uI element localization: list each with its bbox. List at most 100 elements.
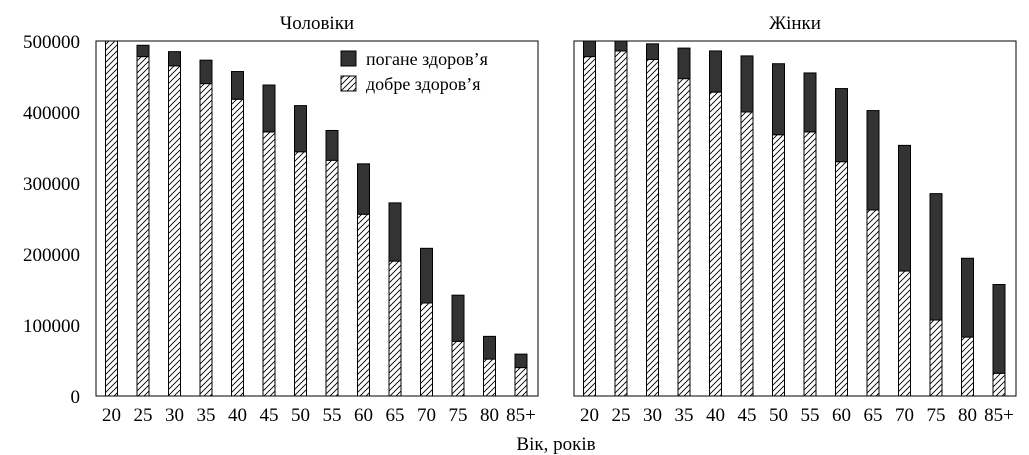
x-tick-label: 60 bbox=[832, 405, 851, 426]
bar-good-health bbox=[199, 83, 213, 397]
plot-frame-men bbox=[95, 40, 539, 397]
bar-poor-health bbox=[262, 84, 276, 133]
x-tick-label: 30 bbox=[643, 405, 662, 426]
bar-poor-health bbox=[898, 144, 911, 272]
x-tick-label: 80 bbox=[958, 405, 977, 426]
legend-label-poor: погане здоров’я bbox=[366, 49, 488, 69]
x-axis-men: 20 25 30 35 40 45 50 55 60 65 70 75 80 85+ bbox=[102, 405, 536, 426]
x-tick-label: 85+ bbox=[506, 405, 536, 426]
bar-good-health bbox=[866, 209, 880, 397]
bar-poor-health bbox=[583, 40, 596, 58]
bar-poor-health bbox=[388, 202, 402, 262]
y-tick-label: 300000 bbox=[23, 174, 80, 195]
x-tick-label: 75 bbox=[927, 405, 946, 426]
bar-good-health bbox=[451, 340, 465, 397]
x-axis-label: Вік, років bbox=[516, 434, 595, 455]
panel-men: Чоловіки 0 100000 200000 300000 400000 500000… bbox=[23, 13, 539, 426]
bar-good-health bbox=[835, 161, 848, 397]
bar-poor-health bbox=[866, 110, 880, 211]
y-axis-men: 0 100000 200000 300000 400000 500000 bbox=[23, 32, 80, 408]
bar-good-health bbox=[961, 336, 974, 397]
bar-good-health bbox=[992, 372, 1006, 397]
y-tick-label: 0 bbox=[71, 387, 81, 408]
bar-good-health bbox=[168, 65, 181, 397]
bar-poor-health bbox=[929, 193, 943, 321]
x-tick-label: 35 bbox=[197, 405, 216, 426]
x-tick-label: 35 bbox=[675, 405, 694, 426]
x-axis-women: 20 25 30 35 40 45 50 55 60 65 70 75 80 85+ bbox=[580, 405, 1014, 426]
bar-good-health bbox=[105, 40, 118, 397]
bar-good-health bbox=[294, 151, 307, 397]
bar-good-health bbox=[420, 302, 433, 397]
x-tick-label: 80 bbox=[480, 405, 499, 426]
bar-poor-health bbox=[199, 59, 213, 85]
bar-good-health bbox=[583, 56, 596, 397]
bar-poor-health bbox=[961, 257, 974, 338]
bar-good-health bbox=[772, 134, 785, 397]
panel-title-women: Жінки bbox=[769, 13, 821, 34]
bar-poor-health bbox=[325, 129, 339, 161]
bar-good-health bbox=[646, 58, 659, 397]
bar-good-health bbox=[803, 131, 817, 397]
x-tick-label: 65 bbox=[864, 405, 883, 426]
bar-poor-health bbox=[357, 163, 370, 215]
y-tick-label: 200000 bbox=[23, 245, 80, 266]
bar-good-health bbox=[929, 319, 943, 397]
x-tick-label: 40 bbox=[228, 405, 247, 426]
x-tick-label: 30 bbox=[165, 405, 184, 426]
x-tick-label: 55 bbox=[323, 405, 342, 426]
legend: погане здоров’я добре здоров’я bbox=[340, 49, 488, 94]
y-tick-label: 400000 bbox=[23, 103, 80, 124]
x-tick-label: 45 bbox=[260, 405, 279, 426]
bar-good-health bbox=[325, 159, 339, 397]
bar-poor-health bbox=[514, 353, 528, 369]
bar-poor-health bbox=[835, 88, 848, 163]
bar-poor-health bbox=[294, 105, 307, 153]
bar-good-health bbox=[614, 50, 628, 397]
y-tick-label: 100000 bbox=[23, 316, 80, 337]
bar-poor-health bbox=[740, 55, 754, 113]
x-tick-label: 25 bbox=[134, 405, 153, 426]
bar-poor-health bbox=[614, 40, 628, 52]
panel-title-men: Чоловіки bbox=[280, 13, 354, 34]
legend-swatch-poor bbox=[340, 50, 357, 67]
bar-poor-health bbox=[772, 63, 785, 136]
bar-poor-health bbox=[136, 44, 150, 58]
bar-poor-health bbox=[709, 50, 722, 93]
bar-good-health bbox=[357, 213, 370, 397]
bar-poor-health bbox=[451, 294, 465, 342]
bar-poor-health bbox=[992, 284, 1006, 374]
bar-good-health bbox=[136, 56, 150, 397]
bar-good-health bbox=[514, 367, 528, 397]
y-tick-label: 500000 bbox=[23, 32, 80, 53]
bar-good-health bbox=[262, 131, 276, 397]
x-tick-label: 20 bbox=[580, 405, 599, 426]
x-tick-label: 20 bbox=[102, 405, 121, 426]
x-tick-label: 45 bbox=[738, 405, 757, 426]
x-tick-label: 85+ bbox=[984, 405, 1014, 426]
bar-good-health bbox=[677, 78, 691, 397]
bar-poor-health bbox=[677, 47, 691, 80]
bar-poor-health bbox=[483, 335, 496, 360]
bar-poor-health bbox=[646, 43, 659, 60]
bar-good-health bbox=[483, 358, 496, 397]
x-tick-label: 75 bbox=[449, 405, 468, 426]
bar-good-health bbox=[388, 260, 402, 397]
bars-men bbox=[105, 40, 528, 397]
panel-women: Жінки 20 25 30 35 40 45 50 55 60 65 70 75 80 85+ bbox=[573, 13, 1017, 426]
x-tick-label: 25 bbox=[612, 405, 631, 426]
legend-swatch-good bbox=[340, 75, 357, 92]
bar-poor-health bbox=[803, 72, 817, 133]
plot-frame-women bbox=[573, 40, 1017, 397]
bar-good-health bbox=[231, 98, 244, 397]
x-tick-label: 40 bbox=[706, 405, 725, 426]
x-tick-label: 70 bbox=[417, 405, 436, 426]
bar-good-health bbox=[898, 270, 911, 397]
x-tick-label: 60 bbox=[354, 405, 373, 426]
bar-poor-health bbox=[420, 247, 433, 304]
bar-poor-health bbox=[231, 71, 244, 100]
x-tick-label: 50 bbox=[291, 405, 310, 426]
x-tick-label: 50 bbox=[769, 405, 788, 426]
bar-good-health bbox=[709, 91, 722, 397]
